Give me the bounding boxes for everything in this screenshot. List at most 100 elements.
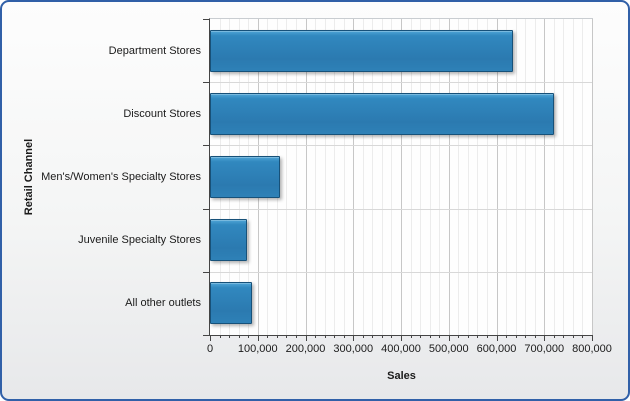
x-axis-minor-tick [381,335,383,338]
x-axis-minor-tick [534,335,536,338]
minor-gridline [534,19,536,335]
bar [210,156,281,198]
minor-gridline [286,19,288,335]
plot-area [203,18,593,341]
x-axis-minor-tick [229,335,231,338]
major-gridline [353,19,355,335]
x-axis-minor-tick [420,335,422,338]
x-axis-minor-tick [315,335,317,338]
minor-gridline [486,19,488,335]
x-tick-label: 200,000 [285,343,326,355]
minor-gridline [582,19,584,335]
x-axis-major-tick [257,335,259,341]
x-tick-label: 600,000 [476,343,517,355]
major-gridline [305,19,307,335]
major-gridline [544,19,546,335]
minor-gridline [506,19,508,335]
minor-gridline [439,19,441,335]
x-axis-minor-tick [477,335,479,338]
x-axis-minor-tick [515,335,517,338]
major-gridline [592,19,593,335]
minor-gridline [343,19,345,335]
minor-gridline [515,19,517,335]
minor-gridline [458,19,460,335]
x-axis-minor-tick [458,335,460,338]
x-axis-minor-tick [563,335,565,338]
x-axis-major-tick [210,335,211,341]
x-axis-minor-tick [572,335,574,338]
x-axis-minor-tick [410,335,412,338]
x-axis-minor-tick [334,335,336,338]
x-axis-minor-tick [486,335,488,338]
y-axis-tick [203,145,209,147]
minor-gridline [429,19,431,335]
x-axis-minor-tick [219,335,221,338]
y-axis-tick [203,271,209,273]
minor-gridline [391,19,393,335]
minor-gridline [553,19,555,335]
minor-gridline [420,19,422,335]
major-gridline [496,19,498,335]
bar [210,29,514,72]
x-axis-major-tick [592,335,593,341]
x-axis-minor-tick [343,335,345,338]
y-axis-tick [203,82,209,84]
bar [210,282,253,325]
minor-gridline [372,19,374,335]
bar [210,92,554,135]
x-axis-major-tick [448,335,450,341]
minor-gridline [477,19,479,335]
category-label: Discount Stores [123,107,201,120]
major-gridline [401,19,402,335]
x-axis-major-tick [544,335,546,341]
row-separator-line [210,145,592,147]
row-separator-line [210,271,592,273]
y-axis-tick [203,19,209,20]
minor-gridline [324,19,326,335]
x-tick-label: 500,000 [428,343,469,355]
x-axis-title: Sales [387,370,416,382]
x-axis-minor-tick [525,335,527,338]
x-axis-minor-tick [553,335,555,338]
y-axis-tick [203,208,209,210]
x-axis-minor-tick [238,335,240,338]
x-tick-label: 800,000 [572,343,612,355]
row-separator-line [210,208,592,210]
minor-gridline [295,19,297,335]
minor-gridline [572,19,574,335]
major-gridline [448,19,450,335]
minor-gridline [381,19,383,335]
x-tick-label: 300,000 [333,343,374,355]
x-axis-minor-tick [372,335,374,338]
x-axis-minor-tick [429,335,431,338]
x-axis-major-tick [353,335,355,341]
x-axis-major-tick [305,335,307,341]
x-tick-label: 100,000 [237,343,278,355]
minor-gridline [315,19,317,335]
x-axis-minor-tick [286,335,288,338]
x-axis-minor-tick [582,335,584,338]
x-axis-minor-tick [276,335,278,338]
category-label: Men's/Women's Specialty Stores [41,171,201,183]
x-axis-minor-tick [295,335,297,338]
minor-gridline [334,19,336,335]
x-axis-minor-tick [506,335,508,338]
x-tick-label: 400,000 [381,343,421,355]
x-axis-minor-tick [439,335,441,338]
row-separator-line [210,82,592,84]
minor-gridline [467,19,469,335]
minor-gridline [410,19,412,335]
x-axis-major-tick [401,335,402,341]
category-label: Juvenile Specialty Stores [78,234,201,247]
x-axis-minor-tick [362,335,364,338]
minor-gridline [362,19,364,335]
category-label: All other outlets [125,297,201,310]
minor-gridline [525,19,527,335]
category-label: Department Stores [108,44,201,57]
x-axis-major-tick [496,335,498,341]
x-tick-label: 700,000 [524,343,565,355]
x-axis-minor-tick [267,335,269,338]
x-axis-minor-tick [324,335,326,338]
x-axis-minor-tick [467,335,469,338]
